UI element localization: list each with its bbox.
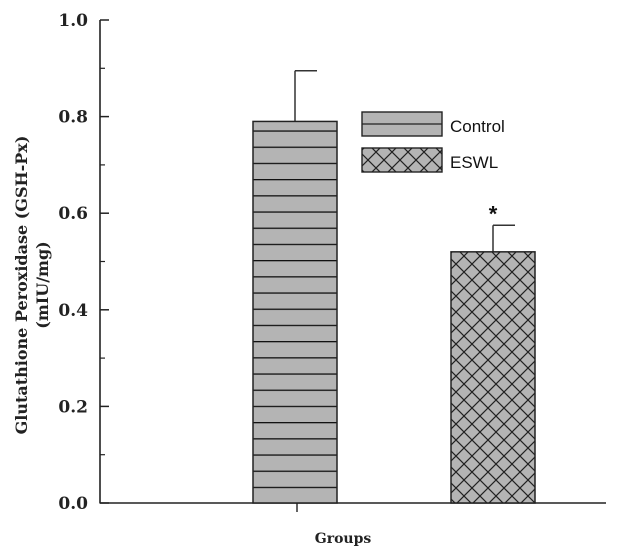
y-tick-label: 0.0 (58, 494, 88, 514)
x-axis-title: Groups (315, 531, 372, 547)
y-axis-title-line2: (mIU/mg) (33, 241, 52, 328)
legend-label-control: Control (450, 117, 505, 136)
significance-marker: * (489, 201, 498, 226)
bars (252, 120, 536, 504)
y-tick-label: 1.0 (58, 11, 88, 31)
y-axis-title-line1: Glutathione Peroxidase (GSH-Px) (12, 136, 31, 435)
legend-label-eswl: ESWL (450, 153, 498, 172)
legend: Control ESWL (361, 111, 505, 173)
bar-eswl (450, 251, 536, 504)
bar-control (252, 120, 338, 504)
y-tick-label: 0.6 (58, 204, 88, 224)
y-tick-label: 0.2 (58, 397, 88, 417)
y-tick-label: 0.8 (58, 108, 88, 128)
legend-swatch-eswl (361, 147, 443, 173)
y-axis-ticks: 0.0 0.2 0.4 0.6 0.8 1.0 (58, 11, 109, 514)
y-tick-label: 0.4 (58, 301, 88, 321)
error-bars (294, 69, 515, 252)
